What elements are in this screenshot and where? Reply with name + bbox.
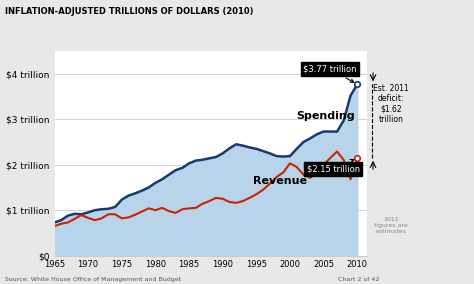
Text: Source: White House Office of Management and Budget: Source: White House Office of Management… — [5, 277, 181, 282]
Text: Chart 2 of 42: Chart 2 of 42 — [338, 277, 379, 282]
Text: $3.77 trillion: $3.77 trillion — [303, 64, 357, 82]
Text: Revenue: Revenue — [253, 176, 307, 186]
Text: INFLATION-ADJUSTED TRILLIONS OF DOLLARS (2010): INFLATION-ADJUSTED TRILLIONS OF DOLLARS … — [5, 7, 253, 16]
Text: 2011
figures are
estimates: 2011 figures are estimates — [374, 217, 408, 234]
Text: Est. 2011
deficit:
$1.62
trillion: Est. 2011 deficit: $1.62 trillion — [373, 84, 409, 124]
Text: $2.15 trillion: $2.15 trillion — [307, 160, 360, 174]
Text: Spending: Spending — [297, 111, 356, 121]
